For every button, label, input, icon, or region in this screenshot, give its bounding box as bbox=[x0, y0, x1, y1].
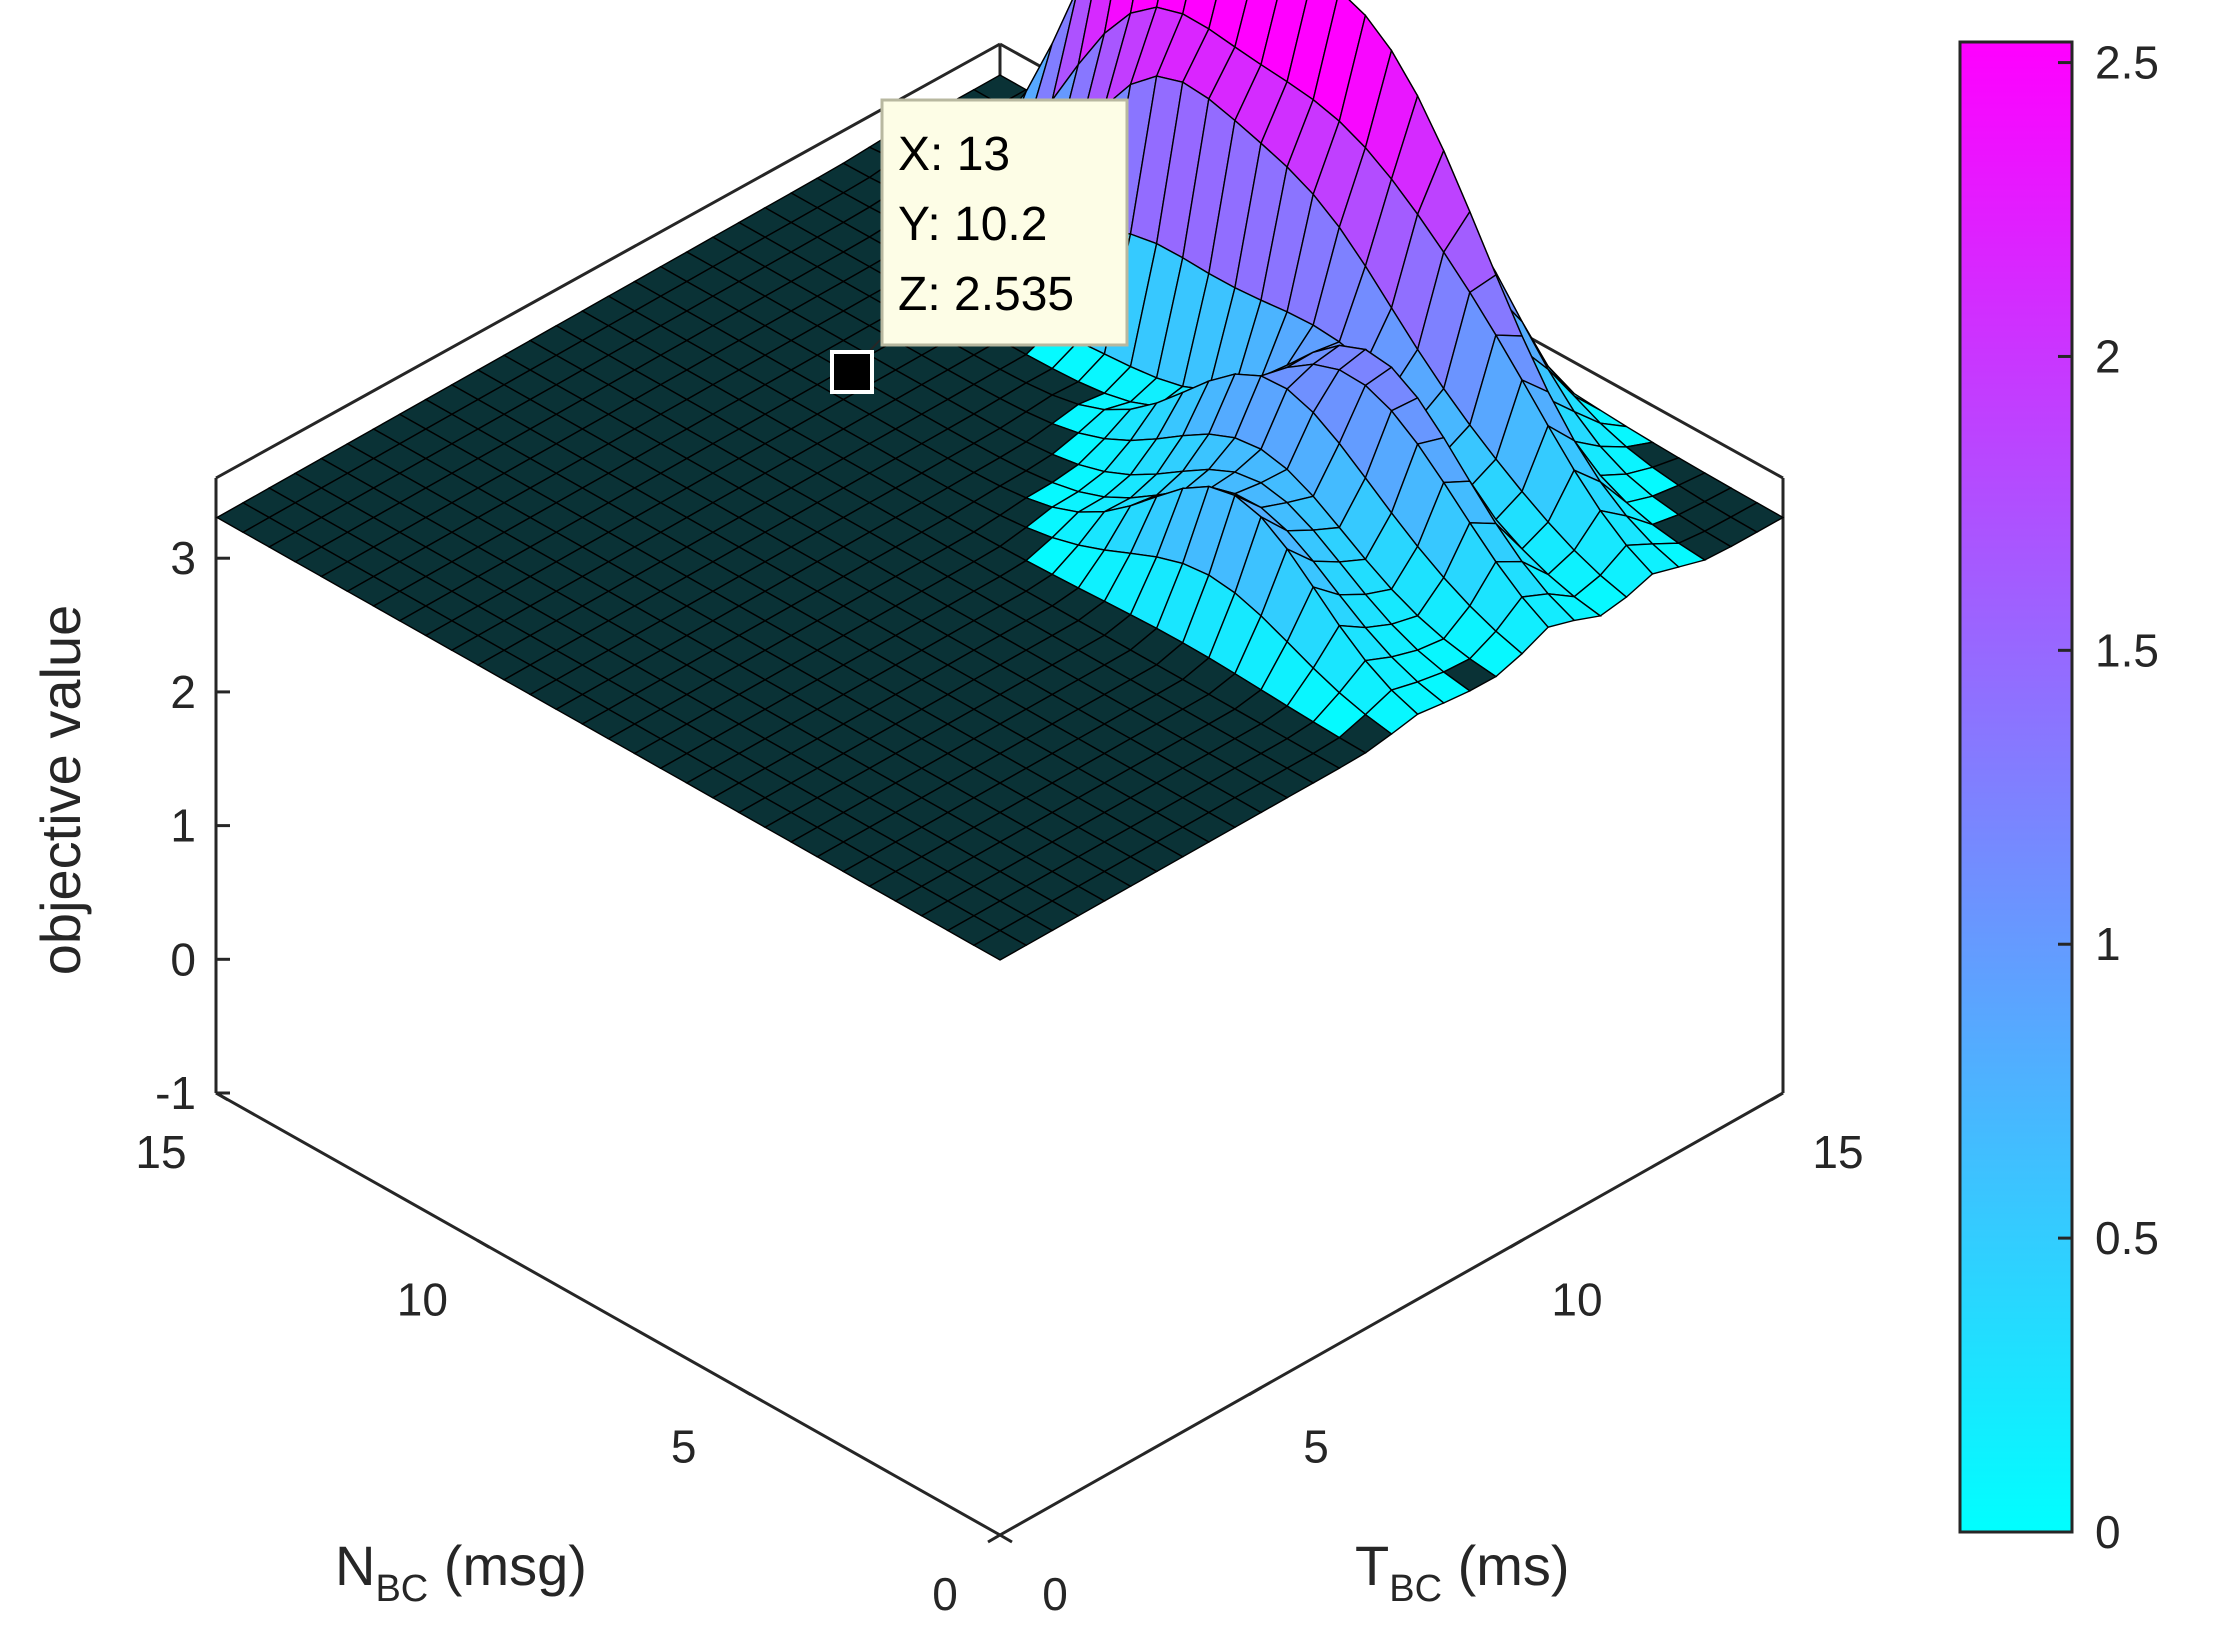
x-tick-mark bbox=[987, 1533, 1001, 1544]
y-tick-mark bbox=[999, 1533, 1013, 1544]
colorbar-tick-label: 0 bbox=[2095, 1506, 2121, 1558]
y-tick-label: 10 bbox=[397, 1273, 448, 1325]
z-tick-label: 3 bbox=[170, 532, 196, 584]
z-tick-label: -1 bbox=[155, 1067, 196, 1119]
box-edge-bottom-right bbox=[999, 1091, 1784, 1537]
colorbar-tick-label: 2 bbox=[2095, 330, 2121, 382]
colorbar-tick-label: 1.5 bbox=[2095, 624, 2159, 676]
z-axis-ticks: -1 0 1 2 3 bbox=[155, 532, 230, 1119]
y-axis-label-main: N bbox=[335, 1534, 375, 1597]
data-tip-marker bbox=[830, 350, 874, 394]
x-axis-label-sub: BC bbox=[1389, 1568, 1442, 1610]
colorbar-tick-label: 1 bbox=[2095, 918, 2121, 970]
x-axis-ticks: 0 5 10 15 bbox=[987, 1091, 1864, 1620]
x-tick-mark bbox=[1509, 1239, 1523, 1249]
x-axis-label: TBC (ms) bbox=[1355, 1534, 1570, 1610]
y-tick-mark bbox=[215, 1091, 229, 1102]
colorbar-ticks: 0 0.5 1 1.5 2 2.5 bbox=[2058, 37, 2159, 1558]
z-tick-label: 0 bbox=[170, 933, 196, 985]
z-axis-label: objective value bbox=[29, 605, 92, 975]
z-tick-label: 2 bbox=[170, 666, 196, 718]
data-tip[interactable]: X: 13 Y: 10.2 Z: 2.535 bbox=[830, 98, 1129, 394]
x-tick-mark bbox=[1248, 1386, 1262, 1396]
colorbar-gradient bbox=[1958, 40, 2074, 1534]
colorbar-tick-label: 0.5 bbox=[2095, 1212, 2159, 1264]
x-tick-mark bbox=[1770, 1091, 1784, 1102]
y-axis-ticks: 0 5 10 15 bbox=[135, 1091, 1013, 1620]
y-tick-mark bbox=[737, 1386, 752, 1396]
y-tick-label: 15 bbox=[135, 1126, 186, 1178]
colorbar-tick-label: 2.5 bbox=[2095, 37, 2159, 89]
y-tick-label: 5 bbox=[671, 1421, 697, 1473]
data-tip-box bbox=[880, 98, 1129, 347]
y-tick-mark bbox=[476, 1239, 491, 1249]
y-axis-label-sub: BC bbox=[375, 1568, 428, 1610]
x-axis-label-main: T bbox=[1355, 1534, 1389, 1597]
data-tip-y: Y: 10.2 bbox=[898, 198, 1047, 251]
x-axis-label-unit: (ms) bbox=[1442, 1534, 1570, 1597]
data-tip-x: X: 13 bbox=[898, 128, 1010, 181]
y-axis-label-unit: (msg) bbox=[428, 1534, 587, 1597]
z-tick-label: 1 bbox=[170, 800, 196, 852]
box-edge-top-left bbox=[215, 42, 1001, 480]
x-tick-label: 15 bbox=[1812, 1126, 1863, 1178]
surface-cell bbox=[972, 929, 1028, 961]
x-tick-label: 0 bbox=[1042, 1568, 1068, 1620]
x-tick-label: 5 bbox=[1303, 1421, 1329, 1473]
y-tick-label: 0 bbox=[932, 1568, 958, 1620]
data-tip-z: Z: 2.535 bbox=[898, 268, 1074, 321]
x-tick-label: 10 bbox=[1551, 1273, 1602, 1325]
y-axis-label: NBC (msg) bbox=[335, 1534, 587, 1610]
box-edge-bottom-left bbox=[215, 1091, 1001, 1537]
colorbar: 0 0.5 1 1.5 2 2.5 bbox=[1958, 37, 2159, 1558]
